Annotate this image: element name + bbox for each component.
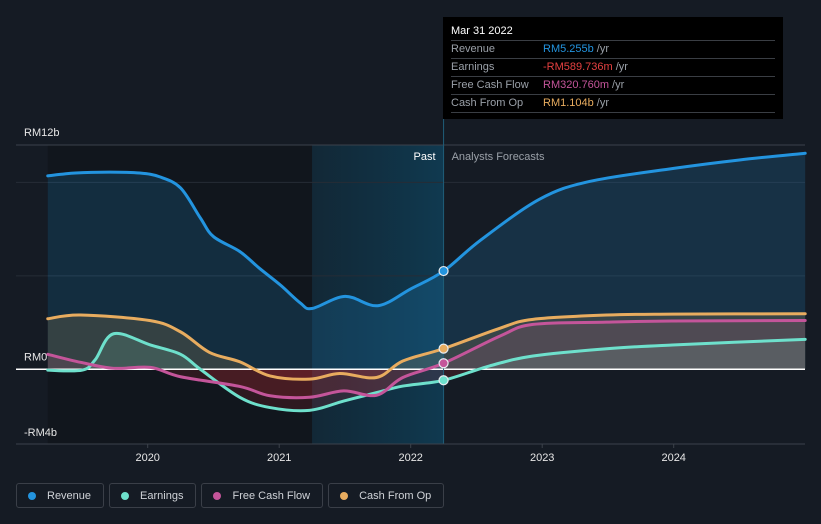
earnings-negative-area [47,369,806,411]
free-cash-flow-dot-icon [213,491,222,500]
tooltip-row-earnings: Earnings -RM589.736m /yr [451,59,775,77]
x-tick-label: 2023 [530,452,554,464]
tooltip-label: Free Cash Flow [451,79,529,91]
tooltip-unit: /yr [612,79,625,91]
tooltip-label: Revenue [451,43,496,55]
forecast-label: Analysts Forecasts [452,151,545,163]
y-tick-label: -RM4b [24,427,57,439]
free-cash-flow-area [47,320,806,370]
revenue-line [46,151,807,311]
free-cash-flow-negative-area [47,369,806,398]
legend: Revenue Earnings Free Cash Flow Cash Fro… [16,483,445,508]
legend-item-earnings[interactable]: Earnings [109,483,197,508]
y-tick-label: RM12b [24,127,59,139]
tooltip-row-cash-from-op: Cash From Op RM1.104b /yr [451,95,775,113]
x-axis: 2020 2021 2022 2023 2024 [16,443,805,464]
tooltip-value: -RM589.736m [543,61,613,73]
free-cash-flow-marker [438,358,449,369]
tooltip-unit: /yr [596,43,609,55]
x-tick-label: 2020 [135,452,159,464]
revenue-marker [438,265,449,277]
tooltip: Mar 31 2022 Revenue RM5.255b /yr Earning… [443,17,783,119]
cash-from-op-area [47,313,806,370]
x-tick-label: 2021 [267,452,291,464]
legend-label: Revenue [47,489,92,502]
tooltip-unit: /yr [615,61,628,73]
legend-label: Free Cash Flow [232,489,311,502]
past-label: Past [414,151,436,163]
free-cash-flow-line [46,318,807,400]
legend-item-revenue[interactable]: Revenue [16,483,105,508]
y-axis: RM12b RM0 -RM4b [24,127,59,439]
cash-from-op-marker [438,343,449,354]
current-markers [438,265,449,386]
earnings-dot-icon [121,491,130,500]
earnings-area [47,333,806,370]
tooltip-value: RM5.255b [543,43,594,55]
series-lines [46,151,807,413]
tooltip-date: Mar 31 2022 [451,23,775,41]
revenue-dot-icon [28,491,36,500]
gridlines [16,144,805,277]
tooltip-value: RM1.104b [543,97,594,109]
tooltip-row-free-cash-flow: Free Cash Flow RM320.760m /yr [451,77,775,95]
cash-from-op-dot-icon [340,491,349,500]
x-tick-label: 2024 [661,452,685,464]
earnings-line [46,331,807,413]
earnings-marker [438,375,449,386]
y-tick-label: RM0 [24,351,47,363]
tooltip-label: Cash From Op [451,97,524,109]
tooltip-label: Earnings [451,61,495,73]
cash-from-op-line [46,312,807,381]
tooltip-unit: /yr [596,97,609,109]
legend-item-cash-from-op[interactable]: Cash From Op [328,483,445,508]
x-tick-label: 2022 [398,452,422,464]
tooltip-row-revenue: Revenue RM5.255b /yr [451,41,775,59]
legend-item-free-cash-flow[interactable]: Free Cash Flow [201,483,324,508]
legend-label: Cash From Op [359,489,432,502]
tooltip-value: RM320.760m [543,79,610,91]
legend-label: Earnings [140,489,184,502]
